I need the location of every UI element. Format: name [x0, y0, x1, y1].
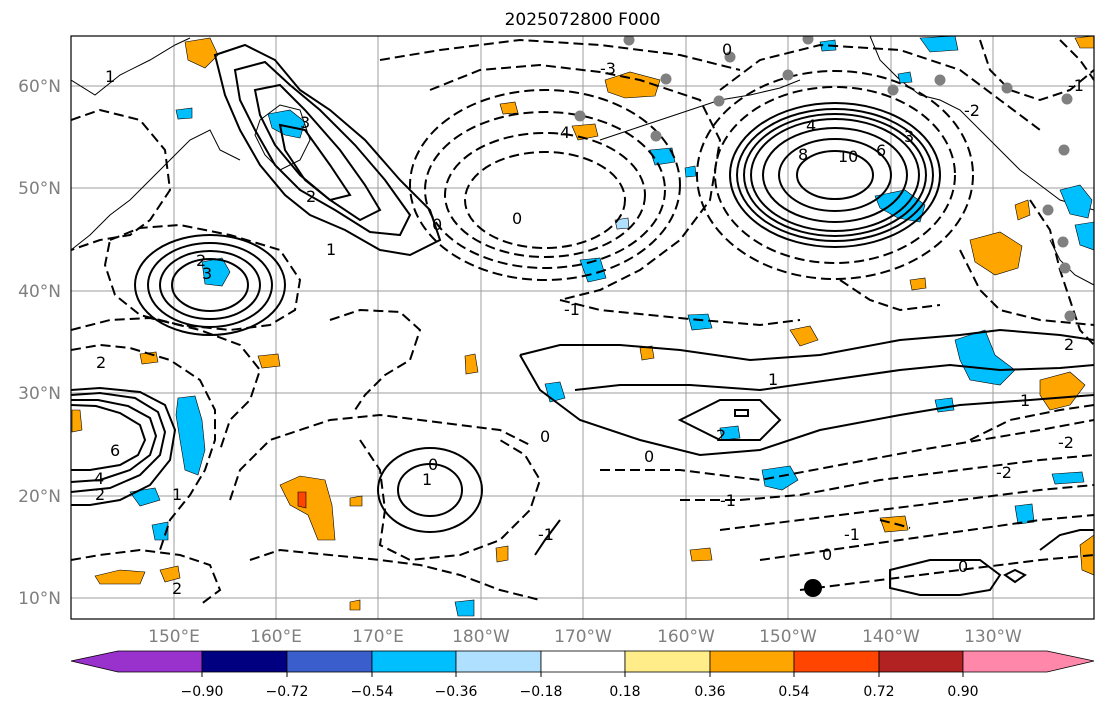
- contour-label: 2: [196, 251, 206, 270]
- colorbar-segment: [201, 650, 288, 673]
- lat-tick-label: 30°N: [18, 384, 61, 404]
- lon-tick-label: 130°W: [964, 627, 1022, 647]
- colorbar-segment: [286, 650, 373, 673]
- coastlines: [71, 36, 1094, 286]
- contour-label: -1: [844, 525, 860, 544]
- contour-label: 2: [95, 485, 105, 504]
- contour-label: 4: [806, 116, 816, 135]
- positive-anomaly-fill: [71, 36, 1094, 611]
- contour-label: 0: [822, 545, 832, 564]
- lon-tick-label: 180°W: [452, 627, 510, 647]
- contour-label: -1: [538, 525, 554, 544]
- lat-tick-label: 10°N: [18, 589, 61, 609]
- colorbar-tick-label: −0.90: [181, 684, 224, 700]
- contour-label: 0: [512, 209, 522, 228]
- contour-label: 4: [560, 123, 570, 142]
- map-border: [70, 35, 1095, 620]
- contour-label: 1: [105, 67, 115, 86]
- lon-tick-label: 170°E: [352, 627, 404, 647]
- colorbar-tick-label: −0.36: [435, 684, 478, 700]
- colorbar-segment: [540, 650, 626, 673]
- colorbar-tick-label: −0.72: [266, 684, 309, 700]
- lon-tick-label: 140°W: [862, 627, 920, 647]
- colorbar-segment: [709, 650, 795, 673]
- colorbar-tick-label: −0.18: [520, 684, 563, 700]
- lon-tick-label: 170°W: [554, 627, 612, 647]
- colorbar-segment: [371, 650, 457, 673]
- contour-label: -2: [996, 463, 1012, 482]
- contour-label: 8: [798, 145, 808, 164]
- contour-label: 1: [1020, 391, 1030, 410]
- contour-label: 1: [768, 370, 778, 389]
- contour-label: 2: [1064, 335, 1074, 354]
- colorbar-segment: [455, 650, 542, 673]
- colorbar-segment: [962, 650, 1095, 673]
- contour-label: 2: [716, 426, 726, 445]
- contour-label: 3: [202, 264, 212, 283]
- contour-label: 0: [540, 427, 550, 446]
- lat-axis: 60°N 50°N 40°N 30°N 20°N 10°N: [18, 77, 61, 609]
- contour-label: -3: [600, 59, 616, 78]
- contour-label: -2: [964, 101, 980, 120]
- lat-tick-label: 50°N: [18, 179, 61, 199]
- colorbar-segment: [793, 650, 880, 673]
- contour-label: 6: [110, 441, 120, 460]
- contour-label: 0: [722, 40, 732, 59]
- lon-axis: 150°E 160°E 170°E 180°W 170°W 160°W 150°…: [148, 627, 1022, 647]
- colorbar-tick-label: 0.36: [694, 684, 725, 700]
- lat-tick-label: 60°N: [18, 77, 61, 97]
- contour-label: 2: [96, 353, 106, 372]
- colorbar-segment: [624, 650, 711, 673]
- contour-label: 0: [428, 455, 438, 474]
- contour-label: 3: [300, 113, 310, 132]
- colorbar-tick-marks: [201, 672, 964, 677]
- contour-label: 10: [838, 147, 858, 166]
- contour-label: 1: [326, 240, 336, 259]
- contour-label: 0: [958, 557, 968, 576]
- contour-label: -1: [1068, 76, 1084, 95]
- colorbar-tick-label: 0.72: [863, 684, 894, 700]
- contour-label: 2: [172, 579, 182, 598]
- lon-tick-label: 160°W: [657, 627, 715, 647]
- contour-label: 1: [422, 470, 432, 489]
- contour-label: 4: [94, 469, 104, 488]
- contour-label: 3: [904, 127, 914, 146]
- contour-label: -1: [720, 491, 736, 510]
- contour-label: 0: [432, 215, 442, 234]
- storm-center-marker: [804, 579, 822, 597]
- contour-label: -2: [1058, 433, 1074, 452]
- colorbar-tick-label: 0.90: [947, 684, 978, 700]
- colorbar-ticks: −0.90 −0.72 −0.54 −0.36 −0.18 0.18 0.36 …: [181, 684, 979, 700]
- colorbar: [70, 650, 1095, 673]
- colorbar-tick-label: 0.54: [778, 684, 809, 700]
- contour-label: 2: [306, 187, 316, 206]
- positive-contours: [71, 43, 1094, 596]
- negative-contours: [71, 38, 1094, 606]
- lon-tick-label: 150°W: [759, 627, 817, 647]
- contour-label: -1: [564, 300, 580, 319]
- contour-labels: 1 3 0 1 2 3 0 2 -1 0 4 -3 8 10 6 4 3 1 2…: [94, 40, 1084, 598]
- colorbar-segment: [70, 650, 203, 673]
- lat-tick-label: 20°N: [18, 487, 61, 507]
- lon-tick-label: 160°E: [250, 627, 302, 647]
- contour-label: 0: [644, 447, 654, 466]
- station-dots: [574, 36, 1076, 322]
- colorbar-tick-label: 0.18: [609, 684, 640, 700]
- contour-label: 1: [172, 485, 182, 504]
- colorbar-tick-label: −0.54: [351, 684, 394, 700]
- colorbar-segment: [878, 650, 964, 673]
- lon-tick-label: 150°E: [148, 627, 200, 647]
- contour-label: 6: [876, 141, 886, 160]
- map-title: 2025072800 F000: [504, 10, 661, 30]
- lat-tick-label: 40°N: [18, 282, 61, 302]
